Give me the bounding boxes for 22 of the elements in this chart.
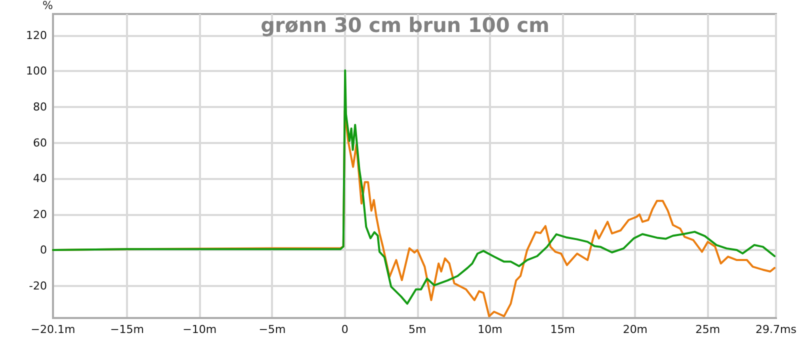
y-tick-label: 0 bbox=[40, 244, 47, 257]
y-axis-title: % bbox=[42, 0, 53, 12]
x-tick-label: 5m bbox=[408, 323, 426, 336]
y-tick-label: 20 bbox=[33, 208, 47, 221]
y-tick-label: 100 bbox=[26, 64, 47, 78]
x-tick-label: 25m bbox=[695, 323, 720, 336]
chart-title: grønn 30 cm brun 100 cm bbox=[260, 13, 550, 37]
x-tick-label: 0 bbox=[341, 323, 348, 336]
y-tick-label: -20 bbox=[29, 279, 47, 292]
y-tick-label: 40 bbox=[33, 172, 47, 186]
y-tick-label: 80 bbox=[33, 100, 47, 114]
x-tick-label: 29.7ms bbox=[756, 323, 797, 336]
x-tick-label: −15m bbox=[110, 323, 144, 336]
y-tick-label: 120 bbox=[26, 28, 47, 42]
x-tick-label: 10m bbox=[478, 323, 502, 336]
y-tick-label: 60 bbox=[33, 136, 47, 150]
x-tick-label: −5m bbox=[258, 323, 286, 336]
x-tick-label: 20m bbox=[622, 323, 648, 336]
line-series bbox=[52, 69, 776, 305]
x-tick-label: 15m bbox=[550, 323, 575, 336]
x-tick-label: −20.1m bbox=[30, 323, 76, 336]
x-tick-label: −10m bbox=[182, 323, 217, 336]
